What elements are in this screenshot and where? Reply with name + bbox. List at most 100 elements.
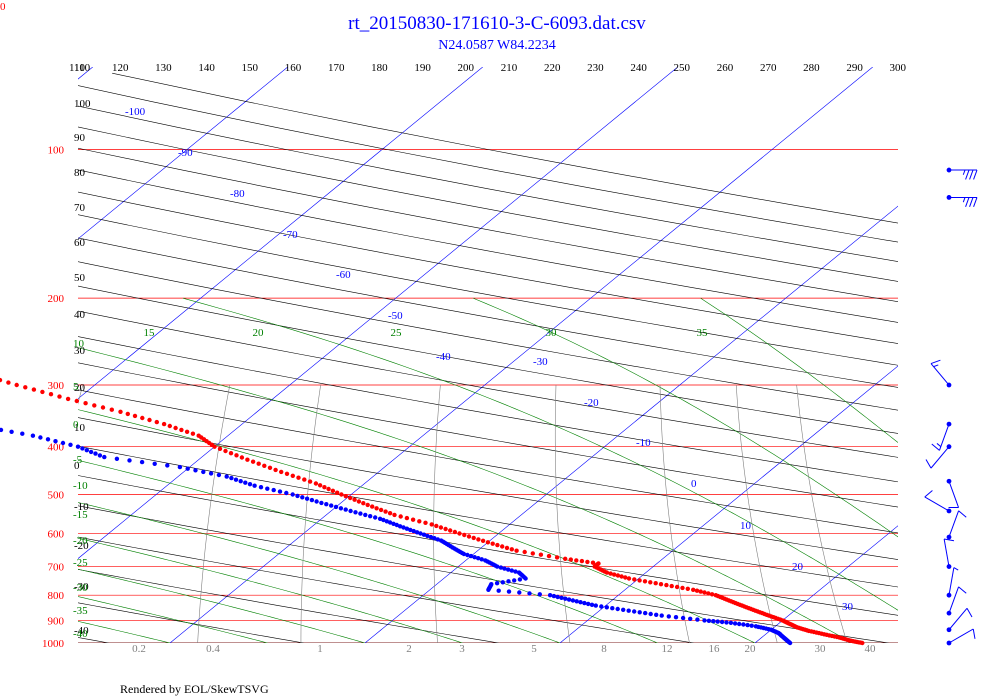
- dewpoint-profile-point: [80, 446, 85, 451]
- dewpoint-profile-point: [517, 577, 523, 582]
- temperature-profile-point: [669, 583, 674, 589]
- pressure-tick-label: 900: [48, 615, 65, 627]
- temperature-profile-point: [471, 535, 476, 541]
- temperature-profile-point: [267, 465, 273, 470]
- temperature-profile: [0, 377, 865, 646]
- temperature-profile-point: [500, 544, 505, 549]
- wind-barb-flag: [973, 197, 978, 208]
- dry-adiabat-line: [78, 445, 898, 588]
- dry-adiabat-tick: 0: [74, 460, 80, 472]
- dry-adiabat-line: [78, 105, 898, 262]
- isotherm-label: 20: [792, 561, 804, 573]
- temperature-profile-point: [637, 578, 642, 583]
- potential-temperature-tick: 160: [285, 62, 302, 74]
- dewpoint-profile-point: [127, 458, 132, 463]
- dewpoint-profile-point: [512, 578, 517, 583]
- dry-adiabat-line: [78, 602, 304, 643]
- dewpoint-profile-point: [368, 514, 373, 519]
- dewpoint-profile-point: [102, 454, 107, 460]
- temperature-profile-point: [680, 585, 685, 591]
- dewpoint-profile-point: [45, 437, 51, 442]
- temperature-profile-point: [448, 528, 453, 533]
- potential-temperature-tick: 150: [242, 62, 259, 74]
- moist-adiabat-left-label: 0: [73, 419, 79, 431]
- dry-adiabat-tick: -30: [74, 581, 89, 593]
- wind-barb: [946, 607, 973, 633]
- pressure-tick-label: 500: [48, 489, 65, 501]
- temperature-profile-point: [709, 592, 715, 597]
- dewpoint-profile-point: [418, 531, 423, 536]
- grid-layer: [78, 67, 977, 643]
- temperature-profile-point: [223, 448, 228, 454]
- temperature-profile-point: [339, 492, 344, 497]
- dewpoint-profile-point: [353, 510, 358, 515]
- dewpoint-profile-point: [551, 593, 557, 599]
- temperature-profile-point: [392, 512, 397, 518]
- moist-adiabat-label: 25: [391, 327, 403, 339]
- temperature-profile-point: [530, 551, 535, 556]
- dry-adiabat-tick: 100: [74, 98, 91, 110]
- dry-adiabat-line: [78, 637, 109, 643]
- dewpoint-profile-point: [277, 489, 283, 494]
- potential-temperature-tick: 190: [414, 62, 431, 74]
- dry-adiabat-tick: 40: [74, 309, 86, 321]
- potential-temperature-tick: 290: [846, 62, 863, 74]
- wind-barb-staff: [930, 446, 950, 469]
- dewpoint-profile-point: [654, 612, 659, 617]
- isotherm-label: -10: [636, 437, 651, 449]
- moist-adiabat-label: 35: [697, 327, 709, 339]
- dewpoint-profile-point: [732, 621, 738, 626]
- dewpoint-profile-point: [185, 466, 190, 471]
- dry-adiabat-tick: 10: [74, 422, 86, 434]
- isotherm-line: [364, 205, 898, 643]
- dewpoint-profile-point: [60, 440, 66, 446]
- dewpoint-profile-point: [479, 557, 484, 562]
- dewpoint-profile-point: [338, 506, 344, 511]
- temperature-profile-point: [434, 523, 439, 529]
- moist-adiabat-label: 30: [546, 327, 558, 339]
- dry-adiabat-line: [78, 417, 898, 560]
- moist-adiabat-left-label: 5: [73, 381, 79, 393]
- temperature-profile-point: [196, 433, 201, 438]
- temperature-profile-point: [452, 529, 458, 535]
- dewpoint-profile-point: [271, 487, 276, 493]
- dry-adiabat-line: [78, 336, 898, 483]
- moist-adiabat-left-label: -25: [73, 557, 88, 569]
- temperature-profile-point: [429, 522, 434, 527]
- wind-barb-flag: [930, 359, 941, 365]
- wind-barb-flag: [953, 567, 959, 571]
- dewpoint-profile-point: [229, 475, 234, 481]
- dewpoint-profile-point: [38, 435, 43, 440]
- temperature-profile-point: [322, 485, 327, 490]
- pressure-tick-label: 600: [48, 529, 65, 541]
- dewpoint-profile-point: [177, 464, 183, 470]
- temperature-profile-point: [554, 555, 560, 560]
- pressure-tick-label: 200: [48, 293, 65, 305]
- mixing-ratio-label: 3: [459, 643, 465, 655]
- temperature-profile-point: [140, 415, 145, 421]
- dewpoint-profile-point: [381, 517, 386, 523]
- dewpoint-profile-point: [428, 534, 434, 540]
- dewpoint-profile-point: [711, 619, 716, 624]
- mixing-ratio-line: [300, 384, 321, 643]
- temperature-profile-point: [698, 589, 703, 594]
- dewpoint-profile-point: [637, 610, 642, 615]
- dewpoint-profile-point: [582, 600, 587, 606]
- temperature-profile-point: [522, 549, 527, 555]
- temperature-profile-point: [387, 511, 393, 516]
- temperature-profile-point: [6, 380, 11, 385]
- moist-adiabat-left-label: -20: [73, 535, 88, 547]
- dewpoint-profile-point: [9, 429, 14, 434]
- moist-adiabat-line: [182, 297, 898, 611]
- isotherm-line: [169, 67, 873, 643]
- wind-barb: [925, 444, 952, 469]
- pressure-tick-label: 400: [48, 442, 65, 454]
- dewpoint-profile-point: [319, 500, 324, 506]
- mixing-ratio-line: [909, 385, 977, 643]
- dewpoint-profile-point: [555, 594, 560, 600]
- wind-barb: [946, 195, 978, 208]
- temperature-profile-point: [23, 385, 28, 390]
- wind-barb-staff: [948, 510, 960, 538]
- wind-barb: [946, 586, 967, 616]
- dewpoint-profile-point: [193, 468, 198, 473]
